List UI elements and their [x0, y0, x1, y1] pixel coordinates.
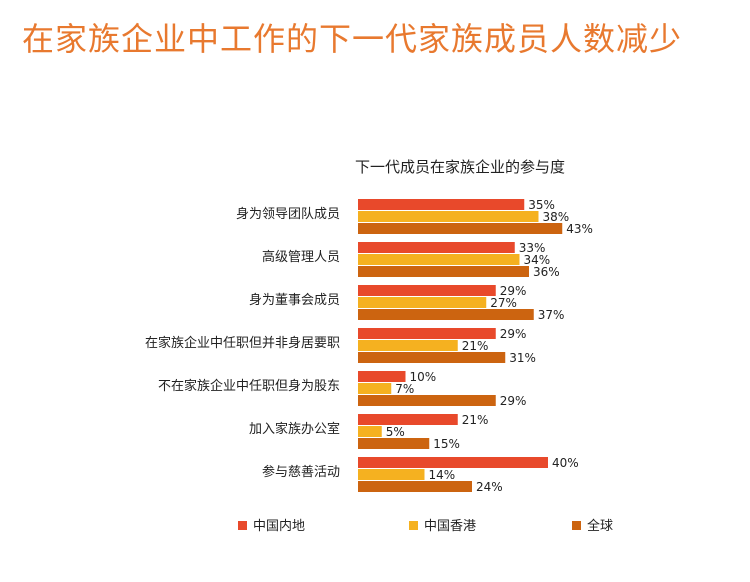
data-label: 29%: [500, 284, 527, 298]
data-label: 29%: [500, 327, 527, 341]
bar: [358, 469, 425, 480]
bar: [358, 395, 496, 406]
bars-group: [358, 199, 563, 492]
category-label: 身为董事会成员: [249, 292, 340, 308]
data-label: 35%: [528, 198, 555, 212]
category-label: 在家族企业中任职但并非身居要职: [145, 335, 340, 351]
legend: 中国内地 中国香港 全球: [238, 518, 613, 534]
bar: [358, 266, 529, 277]
data-label: 31%: [509, 351, 536, 365]
legend-swatch: [409, 521, 418, 530]
legend-label: 全球: [587, 518, 613, 534]
category-label: 高级管理人员: [262, 249, 340, 265]
bar: [358, 297, 487, 308]
category-label: 不在家族企业中任职但身为股东: [158, 378, 340, 394]
bar: [358, 426, 382, 437]
legend-label: 中国内地: [253, 518, 305, 534]
legend-label: 中国香港: [424, 519, 476, 534]
bar: [358, 242, 515, 253]
bar: [358, 285, 496, 296]
data-label: 7%: [395, 382, 414, 396]
value-labels: 35%38%43%33%34%36%29%27%37%29%21%31%10%7…: [386, 198, 593, 494]
data-label: 15%: [433, 437, 460, 451]
category-label: 加入家族办公室: [249, 421, 340, 437]
data-label: 5%: [386, 425, 405, 439]
data-label: 29%: [500, 394, 527, 408]
bar: [358, 438, 430, 449]
data-label: 10%: [410, 370, 437, 384]
bar: [358, 481, 472, 492]
data-label: 33%: [519, 241, 546, 255]
data-label: 21%: [462, 339, 489, 353]
data-label: 38%: [543, 210, 570, 224]
bar: [358, 371, 406, 382]
bar: [358, 328, 496, 339]
category-label: 参与慈善活动: [262, 464, 340, 480]
bar: [358, 457, 548, 468]
bar: [358, 254, 520, 265]
category-labels: 身为领导团队成员高级管理人员身为董事会成员在家族企业中任职但并非身居要职不在家族…: [145, 206, 340, 480]
data-label: 14%: [429, 468, 456, 482]
data-label: 34%: [524, 253, 551, 267]
bar: [358, 352, 506, 363]
legend-swatch: [572, 521, 581, 530]
bar: [358, 340, 458, 351]
bar: [358, 211, 539, 222]
data-label: 40%: [552, 456, 579, 470]
bar: [358, 383, 392, 394]
bar: [358, 414, 458, 425]
legend-swatch: [238, 521, 247, 530]
page-title: 在家族企业中工作的下一代家族成员人数减少: [22, 20, 683, 58]
data-label: 21%: [462, 413, 489, 427]
data-label: 24%: [476, 480, 503, 494]
bar: [358, 223, 563, 234]
data-label: 36%: [533, 265, 560, 279]
data-label: 27%: [490, 296, 517, 310]
data-label: 37%: [538, 308, 565, 322]
bar: [358, 199, 525, 210]
data-label: 43%: [566, 222, 593, 236]
bar: [358, 309, 534, 320]
chart-title: 下一代成员在家族企业的参与度: [354, 158, 565, 176]
category-label: 身为领导团队成员: [236, 206, 340, 222]
